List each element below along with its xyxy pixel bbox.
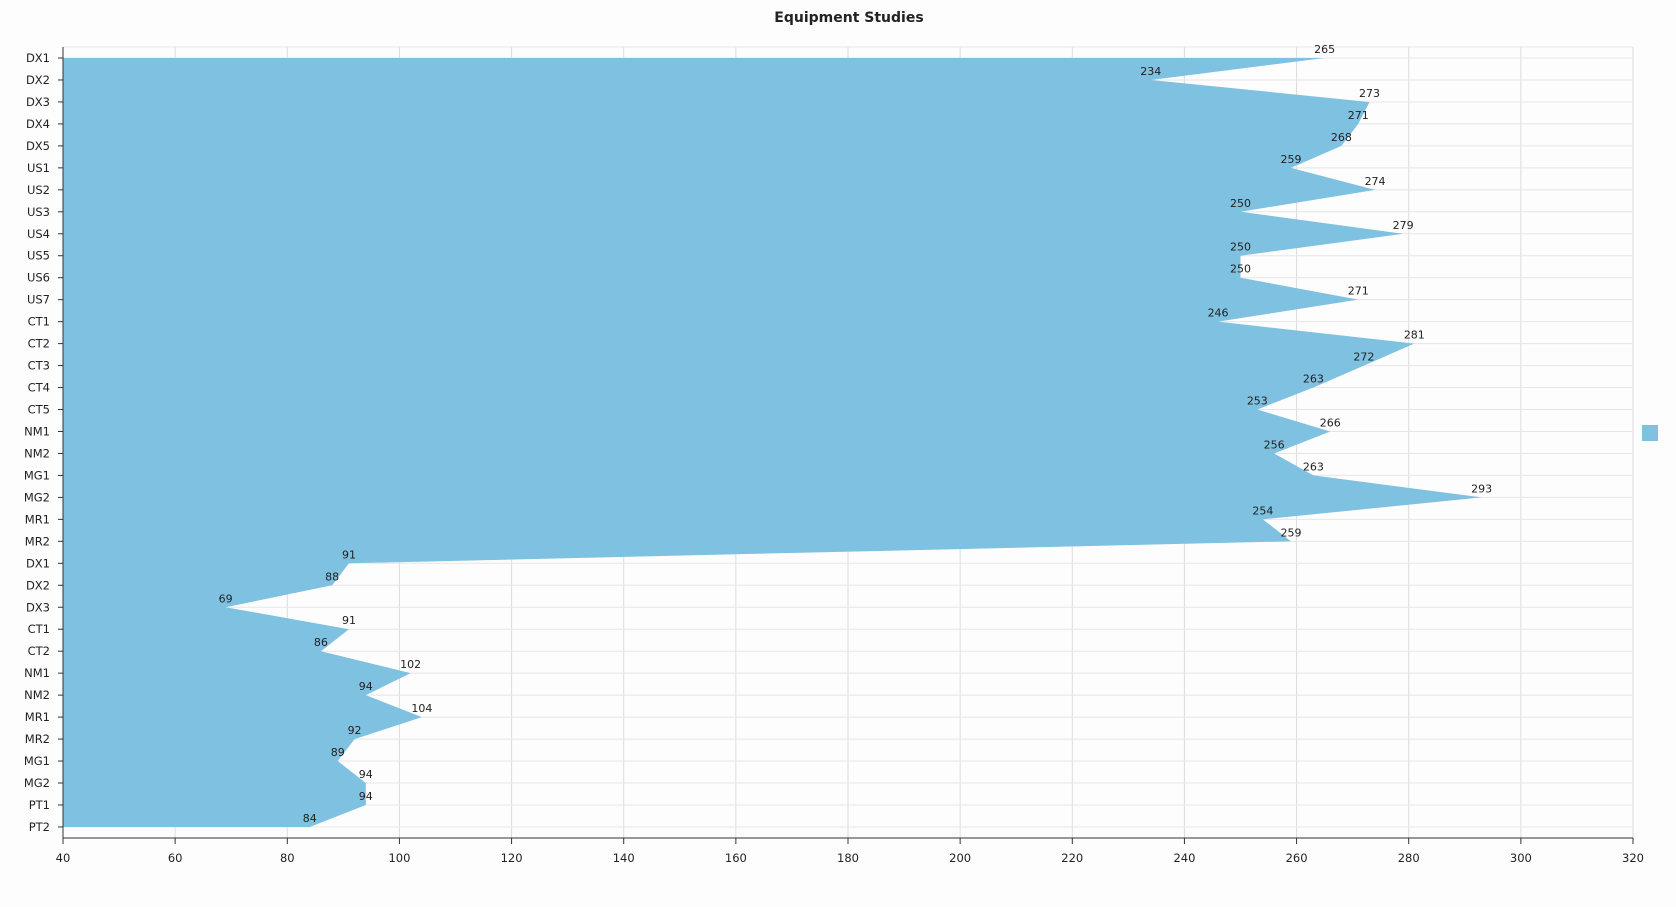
data-label: 104: [411, 702, 432, 715]
data-label: 265: [1314, 43, 1335, 56]
x-tick-label: 40: [56, 851, 71, 865]
y-tick-label: PT1: [29, 798, 50, 812]
y-tick-label: DX5: [26, 139, 50, 153]
y-tick-label: NM2: [24, 688, 50, 702]
data-label: 272: [1353, 351, 1374, 364]
x-tick-label: 120: [501, 851, 523, 865]
data-label: 86: [314, 636, 328, 649]
data-label: 92: [348, 724, 362, 737]
y-tick-label: DX1: [26, 556, 50, 570]
data-label: 273: [1359, 87, 1380, 100]
x-tick-label: 280: [1398, 851, 1420, 865]
y-tick-label: NM2: [24, 446, 50, 460]
data-label: 256: [1264, 438, 1285, 451]
y-tick-label: US2: [27, 183, 50, 197]
y-tick-label: CT2: [28, 337, 50, 351]
y-tick-label: US5: [27, 249, 50, 263]
data-label: 69: [219, 592, 233, 605]
y-tick-label: CT4: [28, 381, 50, 395]
data-label: 250: [1230, 263, 1251, 276]
y-tick-label: CT1: [28, 622, 50, 636]
data-label: 91: [342, 548, 356, 561]
x-tick-label: 80: [280, 851, 295, 865]
y-tick-label: US7: [27, 293, 50, 307]
y-tick-label: US3: [27, 205, 50, 219]
data-label: 94: [359, 680, 373, 693]
x-tick-label: 100: [388, 851, 410, 865]
data-label: 254: [1252, 504, 1273, 517]
data-labels: 265 234 273 271 268 259 274 250 279 250 250 271 246 2…: [219, 43, 1493, 825]
x-tick-label: 200: [949, 851, 971, 865]
data-label: 246: [1208, 307, 1229, 320]
data-label: 250: [1230, 197, 1251, 210]
data-label: 293: [1471, 482, 1492, 495]
data-label: 94: [359, 768, 373, 781]
data-label: 91: [342, 614, 356, 627]
y-tick-label: DX2: [26, 578, 50, 592]
data-label: 94: [359, 790, 373, 803]
data-label: 102: [400, 658, 421, 671]
legend-swatch[interactable]: [1642, 425, 1658, 441]
y-tick-label: CT1: [28, 315, 50, 329]
data-label: 271: [1348, 285, 1369, 298]
y-tick-label: PT2: [29, 820, 50, 834]
data-label: 279: [1393, 219, 1414, 232]
x-tick-label: 320: [1622, 851, 1644, 865]
y-tick-label: US6: [27, 271, 50, 285]
y-tick-label: MR2: [25, 732, 50, 746]
data-label: 271: [1348, 109, 1369, 122]
y-tick-label: MG1: [24, 468, 50, 482]
y-tick-label: DX3: [26, 600, 50, 614]
series-area: [63, 58, 1482, 827]
x-tick-label: 240: [1173, 851, 1195, 865]
data-label: 250: [1230, 241, 1251, 254]
data-label: 268: [1331, 131, 1352, 144]
x-tick-label: 180: [837, 851, 859, 865]
y-tick-label: MG2: [24, 776, 50, 790]
y-tick-label: MG1: [24, 754, 50, 768]
data-label: 88: [325, 570, 339, 583]
y-tick-label: MR1: [25, 512, 50, 526]
y-tick-label: US4: [27, 227, 50, 241]
data-label: 263: [1303, 373, 1324, 386]
x-tick-label: 160: [725, 851, 747, 865]
data-label: 84: [303, 812, 317, 825]
chart-title: Equipment Studies: [774, 10, 923, 26]
y-tick-label: MR2: [25, 534, 50, 548]
x-tick-label: 300: [1510, 851, 1532, 865]
x-tick-label: 60: [168, 851, 183, 865]
data-label: 281: [1404, 329, 1425, 342]
y-tick-label: MR1: [25, 710, 50, 724]
y-tick-label: CT3: [28, 359, 50, 373]
y-tick-label: NM1: [24, 666, 50, 680]
x-tick-label: 140: [613, 851, 635, 865]
data-label: 266: [1320, 416, 1341, 429]
y-tick-label: DX1: [26, 51, 50, 65]
axes: 40 60 80 100 120 140 160 180 200 220 240 260 280 300 3…: [24, 47, 1644, 865]
y-tick-label: NM1: [24, 424, 50, 438]
data-label: 234: [1140, 65, 1161, 78]
data-label: 253: [1247, 395, 1268, 408]
y-tick-label: DX2: [26, 73, 50, 87]
x-tick-label: 220: [1061, 851, 1083, 865]
data-label: 89: [331, 746, 345, 759]
y-tick-label: US1: [27, 161, 50, 175]
y-tick-label: MG2: [24, 490, 50, 504]
y-tick-label: DX3: [26, 95, 50, 109]
data-label: 274: [1365, 175, 1386, 188]
series-area-fill: [63, 58, 1482, 827]
y-tick-label: CT2: [28, 644, 50, 658]
y-tick-label: CT5: [28, 403, 50, 417]
x-tick-label: 260: [1286, 851, 1308, 865]
data-label: 259: [1280, 526, 1301, 539]
data-label: 259: [1280, 153, 1301, 166]
y-tick-label: DX4: [26, 117, 50, 131]
data-label: 263: [1303, 460, 1324, 473]
